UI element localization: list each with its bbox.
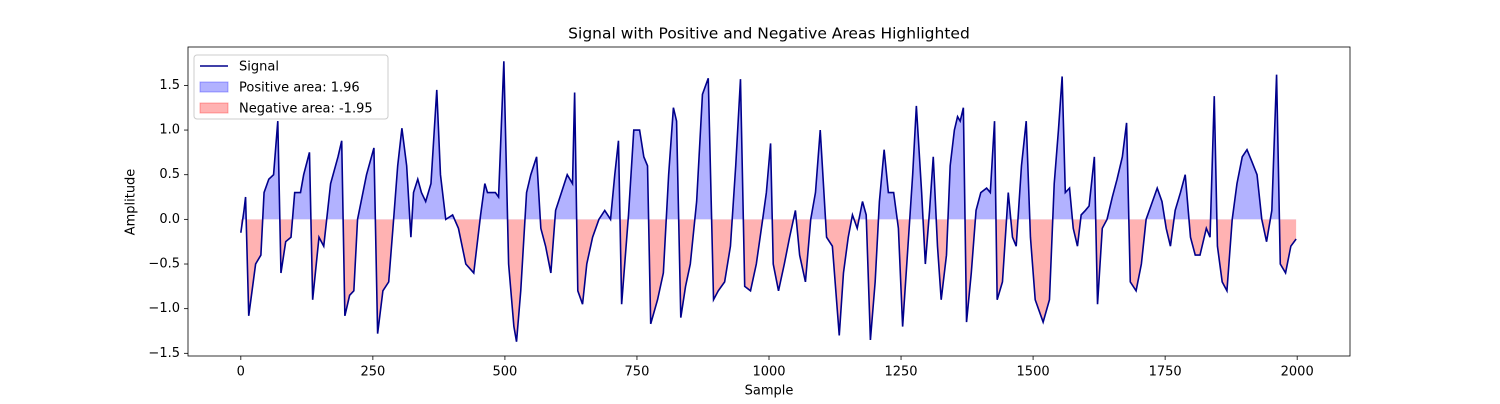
x-tick-label: 500	[492, 365, 517, 380]
x-tick-label: 250	[360, 365, 385, 380]
negative-area	[240, 219, 1297, 342]
legend-swatch	[199, 81, 229, 93]
y-tick-label: 1.5	[159, 78, 180, 93]
y-tick-label: −0.5	[148, 257, 180, 272]
x-axis-label: Sample	[745, 384, 794, 399]
x-tick-label: 1250	[884, 365, 917, 380]
legend-label: Negative area: -1.95	[239, 102, 373, 117]
y-tick-label: −1.5	[148, 346, 180, 361]
y-axis-label: Amplitude	[124, 169, 139, 236]
legend-label: Signal	[239, 60, 279, 75]
y-tick-label: 0.5	[159, 167, 180, 182]
legend-swatch	[199, 102, 229, 114]
y-tick-label: −1.0	[148, 301, 180, 316]
x-tick-label: 1500	[1017, 365, 1050, 380]
positive-area	[240, 61, 1297, 220]
x-tick-label: 1750	[1149, 365, 1182, 380]
x-tick-label: 750	[625, 365, 650, 380]
x-tick-label: 1000	[752, 365, 785, 380]
legend-box	[193, 54, 389, 120]
y-tick-label: 1.0	[159, 123, 180, 138]
chart-title: Signal with Positive and Negative Areas …	[568, 25, 970, 43]
x-tick-label: 0	[237, 365, 245, 380]
signal-line	[240, 61, 1297, 342]
legend-label: Positive area: 1.96	[239, 81, 360, 96]
y-tick-label: 0.0	[159, 212, 180, 227]
x-tick-label: 2000	[1281, 365, 1314, 380]
